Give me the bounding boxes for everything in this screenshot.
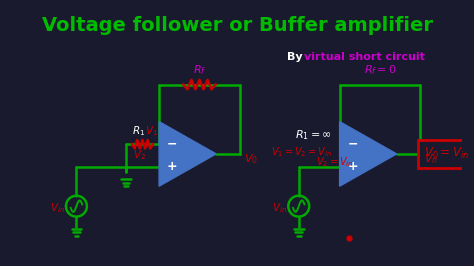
Text: $V_0 = V_{in}$: $V_0 = V_{in}$ [423,146,468,161]
Text: $V_{in}$: $V_{in}$ [272,201,287,215]
Text: $R_1 = \infty$: $R_1 = \infty$ [295,128,332,142]
Text: +: + [347,160,358,173]
Text: By: By [287,52,307,62]
Text: $R_f$: $R_f$ [193,63,206,77]
Text: $V_1$: $V_1$ [146,124,158,138]
Text: $R_1$: $R_1$ [132,124,145,138]
Text: Voltage follower or Buffer amplifier: Voltage follower or Buffer amplifier [42,16,432,35]
Text: $V_0$: $V_0$ [244,152,258,165]
Polygon shape [159,122,216,186]
Text: $V_1 = V_2 = V_{in}$: $V_1 = V_2 = V_{in}$ [271,145,332,159]
Text: $V_n$: $V_n$ [424,152,438,165]
Text: $V_2$: $V_2$ [134,149,146,163]
Text: $R_f = 0$: $R_f = 0$ [364,63,396,77]
Text: −: − [167,138,177,151]
Polygon shape [339,122,397,186]
FancyBboxPatch shape [418,140,474,168]
Text: −: − [347,138,358,151]
Text: +: + [167,160,177,173]
Text: $V_2 = V_{in}$: $V_2 = V_{in}$ [316,155,354,169]
Text: $V_{in}$: $V_{in}$ [50,201,65,215]
Text: virtual short circuit: virtual short circuit [303,52,424,62]
